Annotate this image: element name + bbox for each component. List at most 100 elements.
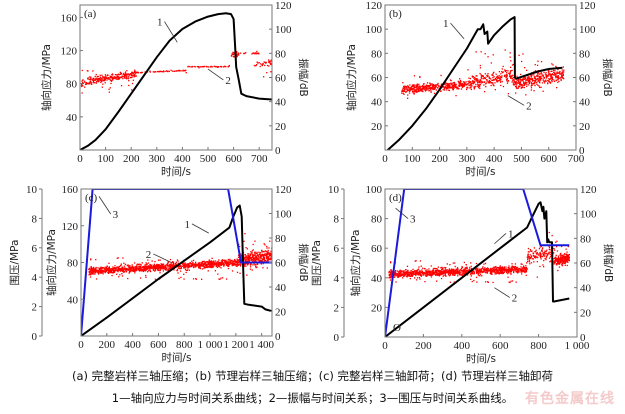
amplitude-point	[419, 90, 421, 92]
amplitude-point	[268, 253, 271, 255]
amplitude-point	[532, 254, 535, 256]
amplitude-point	[511, 78, 513, 80]
amplitude-point	[520, 266, 522, 268]
amplitude-point	[94, 82, 96, 84]
amplitude-point	[406, 275, 408, 277]
amplitude-point	[399, 273, 402, 275]
amplitude-point	[494, 82, 496, 84]
amplitude-point	[259, 260, 261, 262]
y-left-tick-label: 60	[371, 243, 383, 255]
amplitude-point	[192, 259, 195, 262]
amplitude-point	[134, 266, 137, 268]
amplitude-point	[514, 269, 516, 271]
amplitude-point	[516, 87, 518, 90]
amplitude-point	[253, 257, 255, 260]
amplitude-point	[452, 86, 454, 88]
amplitude-point	[389, 279, 392, 281]
amplitude-point	[446, 89, 448, 91]
amplitude-point	[419, 272, 421, 274]
amplitude-point	[560, 76, 562, 78]
amplitude-point	[556, 240, 558, 242]
amplitude-point	[110, 80, 113, 82]
amplitude-point	[239, 265, 242, 267]
amplitude-point	[542, 90, 544, 92]
amplitude-point	[486, 270, 488, 272]
amplitude-point	[88, 82, 90, 84]
amplitude-point	[481, 75, 484, 77]
amplitude-point	[506, 270, 509, 272]
amplitude-point	[459, 274, 461, 276]
amplitude-point	[556, 263, 558, 265]
amplitude-point	[564, 254, 566, 256]
amplitude-point	[105, 75, 107, 77]
amplitude-point	[495, 272, 497, 274]
amplitude-point	[481, 271, 483, 274]
amplitude-point	[190, 263, 192, 265]
amplitude-point	[233, 53, 235, 55]
amplitude-point	[566, 261, 568, 263]
amplitude-point	[457, 80, 459, 82]
amplitude-point	[512, 269, 514, 271]
amplitude-point	[114, 74, 117, 76]
amplitude-point	[180, 266, 182, 269]
amplitude-point	[411, 85, 413, 87]
amplitude-point	[560, 79, 562, 81]
amplitude-point	[531, 80, 534, 82]
amplitude-point	[109, 269, 111, 271]
amplitude-point	[252, 259, 254, 262]
amplitude-point	[128, 80, 130, 82]
y-right-tick-label: 40	[580, 283, 592, 295]
y-right-tick-label: 120	[579, 0, 596, 12]
amplitude-point	[421, 90, 423, 92]
amplitude-point	[103, 77, 105, 79]
amplitude-point	[447, 272, 449, 274]
amplitude-point	[459, 84, 461, 86]
amplitude-point	[432, 88, 434, 90]
y-outer-tick-label: 8	[32, 213, 38, 225]
amplitude-point	[104, 266, 106, 268]
amplitude-point	[130, 77, 132, 79]
amplitude-point	[89, 276, 92, 278]
amplitude-point	[191, 65, 193, 68]
amplitude-point	[520, 73, 522, 76]
amplitude-point	[254, 259, 257, 261]
amplitude-point	[143, 269, 146, 271]
amplitude-point	[460, 80, 462, 83]
amplitude-point	[195, 278, 197, 280]
amplitude-point	[142, 270, 144, 272]
amplitude-point	[471, 76, 474, 78]
amplitude-point	[160, 263, 162, 265]
amplitude-point	[112, 270, 114, 272]
amplitude-point	[472, 82, 474, 85]
amplitude-point	[536, 83, 538, 85]
x-tick-label: 200	[99, 339, 116, 351]
y-left-tick-label: 40	[371, 97, 383, 109]
amplitude-point	[551, 234, 553, 237]
amplitude-point	[240, 52, 242, 54]
amplitude-point	[129, 74, 131, 76]
amplitude-point	[504, 69, 506, 71]
amplitude-point	[140, 265, 142, 267]
amplitude-point	[476, 272, 478, 275]
amplitude-point	[407, 273, 410, 275]
amplitude-point	[415, 273, 417, 275]
amplitude-point	[403, 274, 405, 276]
amplitude-point	[493, 266, 495, 268]
amplitude-point	[487, 82, 490, 84]
amplitude-point	[511, 69, 513, 72]
y-left-axis-title: 轴向应力/MPa	[45, 229, 58, 296]
amplitude-point	[476, 281, 478, 283]
amplitude-point	[447, 85, 450, 87]
amplitude-point	[539, 86, 541, 89]
amplitude-point	[193, 266, 195, 269]
amplitude-point	[268, 59, 270, 61]
amplitude-point	[91, 267, 93, 269]
amplitude-point	[143, 268, 145, 270]
amplitude-point	[440, 272, 443, 275]
x-tick-label: 400	[174, 153, 191, 165]
amplitude-point	[244, 254, 246, 256]
amplitude-point	[195, 261, 197, 263]
amplitude-point	[229, 259, 231, 262]
amplitude-point	[434, 267, 436, 270]
amplitude-point	[155, 264, 157, 266]
